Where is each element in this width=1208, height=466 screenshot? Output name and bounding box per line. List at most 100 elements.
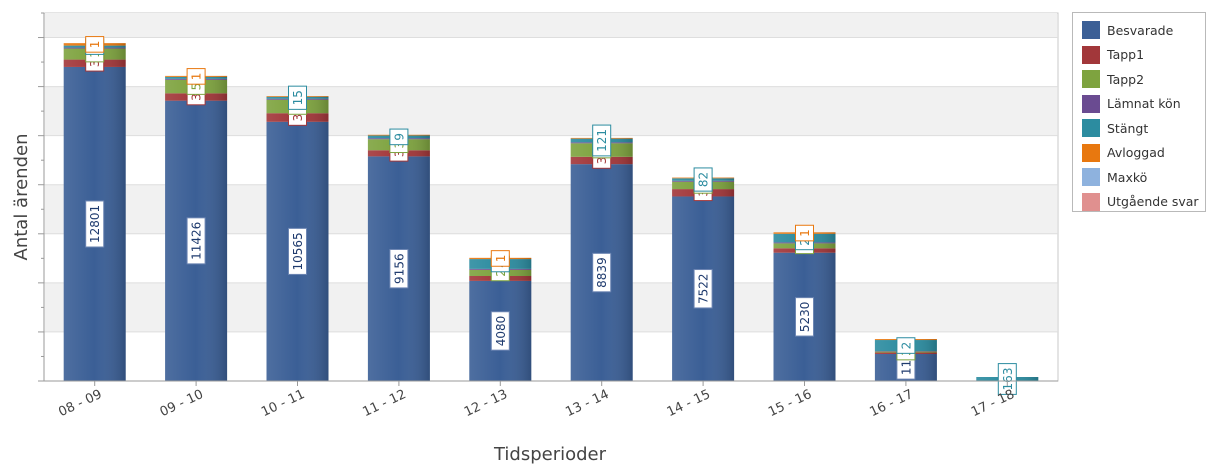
data-label-text: 11 <box>899 360 913 375</box>
data-label-text: 5 <box>190 83 204 91</box>
data-label-text: 2 <box>494 269 508 277</box>
data-label-box <box>389 128 409 146</box>
data-label-text: 121 <box>595 129 609 152</box>
legend-item: Stängt <box>1073 116 1205 141</box>
data-label-box <box>288 85 307 110</box>
data-label-box <box>795 224 814 242</box>
data-label: 1 <box>490 250 510 267</box>
data-label-box <box>490 250 510 267</box>
legend-swatch <box>1082 21 1100 40</box>
data-label: 1 <box>795 224 814 242</box>
data-label: 15 <box>288 85 307 110</box>
data-label-text: 11426 <box>190 222 204 260</box>
data-label-text: 3 <box>392 149 406 157</box>
legend-item: Avloggad <box>1073 141 1205 166</box>
data-label-text: 9 <box>392 133 406 141</box>
data-label: 2 <box>896 337 916 354</box>
legend-swatch <box>1082 94 1100 113</box>
data-label-box <box>693 269 713 309</box>
data-label-text: 12801 <box>88 205 102 243</box>
data-label: 10565 <box>288 227 307 275</box>
legend-label: Besvarade <box>1107 22 1174 38</box>
legend-item: Tapp2 <box>1073 67 1205 92</box>
legend-label: Stängt <box>1107 120 1149 136</box>
data-label-box <box>389 248 409 289</box>
legend-item: Maxkö <box>1073 165 1205 190</box>
legend: Besvarade Tapp1 Tapp2 Lämnat kön Stängt Avlog… <box>1072 12 1206 212</box>
data-label-box <box>896 337 916 354</box>
data-label-text: 82 <box>697 172 711 187</box>
legend-label: Avloggad <box>1107 145 1165 161</box>
legend-label: Lämnat kön <box>1107 96 1181 112</box>
data-label: 121 <box>592 124 612 157</box>
data-label-box <box>795 297 814 337</box>
data-label-text: 9156 <box>392 253 406 284</box>
legend-swatch <box>1082 70 1100 89</box>
data-label-box <box>490 311 510 351</box>
legend-item: Utgående svar <box>1073 190 1205 215</box>
legend-swatch <box>1082 168 1100 187</box>
data-label-box <box>693 167 713 192</box>
x-tick-label: 15 - 16 <box>766 387 814 420</box>
data-label: 5230 <box>795 297 814 337</box>
y-axis-label: Antal ärenden <box>11 134 32 261</box>
data-label: 163 <box>997 363 1017 395</box>
x-tick-label: 08 - 09 <box>56 387 104 420</box>
legend-label: Maxkö <box>1107 169 1148 185</box>
data-label: 82 <box>693 167 713 192</box>
data-label-text: 8839 <box>595 257 609 288</box>
data-label: 7522 <box>693 269 713 309</box>
data-labels: 1280131111142635110565341591563394080241… <box>85 36 1017 395</box>
legend-item: Lämnat kön <box>1073 92 1205 117</box>
x-tick-label: 16 - 17 <box>868 387 916 420</box>
data-label-box <box>592 124 612 157</box>
data-label-text: 1 <box>88 41 102 49</box>
data-label-box <box>288 227 307 275</box>
legend-item: Besvarade <box>1073 18 1205 43</box>
legend-swatch <box>1082 45 1100 64</box>
data-label: 8839 <box>592 252 612 293</box>
data-label-text: 15 <box>291 90 305 105</box>
data-label-text: 3 <box>88 59 102 67</box>
data-label: 1 <box>186 68 206 85</box>
data-label-text: 1 <box>798 229 812 237</box>
legend-swatch <box>1082 143 1100 162</box>
grid-band <box>45 13 1057 38</box>
data-label: 9 <box>389 128 409 146</box>
data-label-text: 1 <box>494 255 508 263</box>
data-label-text: 7522 <box>697 273 711 304</box>
data-label-box <box>85 200 105 248</box>
x-tick-label: 13 - 14 <box>563 387 611 420</box>
legend-label: Tapp2 <box>1107 71 1145 87</box>
x-tick-label: 12 - 13 <box>462 387 510 420</box>
data-label-text: 4080 <box>494 316 508 347</box>
data-label-text: 5230 <box>798 302 812 333</box>
y-axis <box>38 12 45 382</box>
data-label-text: 1 <box>190 73 204 81</box>
x-tick-label: 10 - 11 <box>259 387 307 420</box>
legend-item: Tapp1 <box>1073 43 1205 68</box>
data-label-text: 3 <box>595 157 609 165</box>
x-axis-label: Tidsperioder <box>493 444 607 465</box>
legend-swatch <box>1082 192 1100 211</box>
data-label-text: 3 <box>190 93 204 101</box>
x-axis: 08 - 09 09 - 10 10 - 11 11 - 12 12 - 13 13 - … <box>44 380 1058 420</box>
data-label-box <box>85 36 105 53</box>
data-label-box <box>186 68 206 85</box>
data-label: 12801 <box>85 200 105 248</box>
x-tick-label: 17 - 18 <box>969 387 1017 420</box>
x-tick-label: 14 - 15 <box>665 387 713 420</box>
legend-label: Utgående svar <box>1107 194 1199 210</box>
data-label: 4080 <box>490 311 510 351</box>
x-tick-label: 09 - 10 <box>158 387 206 420</box>
data-label-text: 2 <box>899 342 913 350</box>
data-label-text: 10565 <box>291 232 305 270</box>
data-label-box <box>592 252 612 293</box>
data-label: 11426 <box>186 217 206 265</box>
legend-swatch <box>1082 119 1100 138</box>
data-label: 9156 <box>389 248 409 289</box>
data-label-text: 163 <box>1001 368 1015 391</box>
data-label-box <box>186 217 206 265</box>
data-label-box <box>997 363 1017 395</box>
